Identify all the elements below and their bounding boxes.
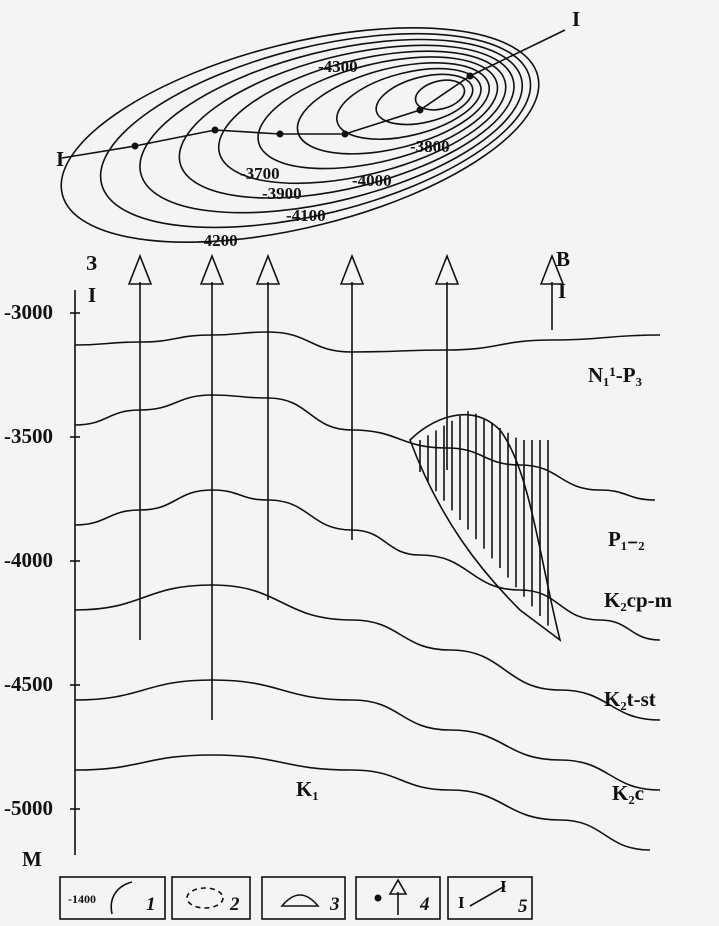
contour [217,50,507,185]
section-end: I [56,147,64,171]
formation-label: K₂t-st [604,687,656,711]
formation-label: K₂c [612,781,644,805]
horizon [74,679,661,791]
well-point [131,142,139,150]
legend-number: 1 [146,894,156,915]
legend-dot [374,894,382,902]
section-end: I [88,283,96,307]
well-point [341,130,349,138]
contour [139,38,524,214]
legend-box [59,876,166,920]
well-point [276,130,284,138]
well-point [416,106,424,114]
well-arrow [255,253,281,285]
contour [296,62,491,155]
contour [414,79,466,111]
contour [99,32,532,229]
depth-label: -5000 [4,796,53,820]
legend-well [388,878,408,915]
section-end: I [572,7,580,31]
well-arrow [127,253,153,285]
legend-sample: -1400 [68,892,96,906]
legend-closure [186,887,224,909]
depth-label: -3500 [4,424,53,448]
horizon [74,754,651,851]
legend [59,876,533,920]
depth-unit: М [22,847,42,871]
depth-label: -4000 [4,548,53,572]
contour [178,44,515,199]
depth-label: -4500 [4,672,53,696]
formation-label: N₁¹-P₃ [588,363,642,387]
contour-label: -4100 [286,206,326,225]
well-arrow [434,253,460,285]
section-line [61,29,566,159]
contour-label: -3800 [410,137,450,156]
formation-label: K₁ [296,777,319,801]
legend-reef [280,894,320,907]
contour-label: -4000 [352,171,392,190]
hatched-zone [409,413,562,642]
well-arrow [539,253,565,285]
legend-box [447,876,533,920]
well-arrow [199,253,225,285]
horizon [74,394,656,501]
legend-line [469,885,506,907]
legend-contour [110,881,133,915]
formation-label: K₂cp-m [604,588,673,612]
horizon [74,331,661,353]
structure-map [60,27,566,243]
legend-box [261,876,346,920]
legend-number: 4 [419,894,430,915]
formation-label: P₁₋₂ [608,527,645,551]
legend-box [171,876,251,920]
contour [335,67,482,140]
legend-number: 3 [329,894,340,915]
horizon [74,489,661,641]
contour-label: -3900 [262,184,302,203]
cross-section [70,253,661,855]
well-point [211,126,219,134]
contour [60,27,540,243]
contour-label: -4300 [318,57,358,76]
depth-label: -3000 [4,300,53,324]
section-end: I [558,279,566,303]
legend-number: 5 [518,896,528,917]
contour-label: -4200 [198,231,238,250]
west-label: З [86,251,97,275]
legend-number: 2 [229,894,240,915]
contour [375,73,474,126]
contour-label: -3700 [240,164,280,183]
horizon [74,584,661,721]
legend-sample: I [500,877,507,896]
east-label: В [556,247,570,271]
legend-box [355,876,441,920]
well-point [466,72,474,80]
legend-sample: I [458,893,465,912]
contour [257,56,499,170]
well-arrow [339,253,365,285]
